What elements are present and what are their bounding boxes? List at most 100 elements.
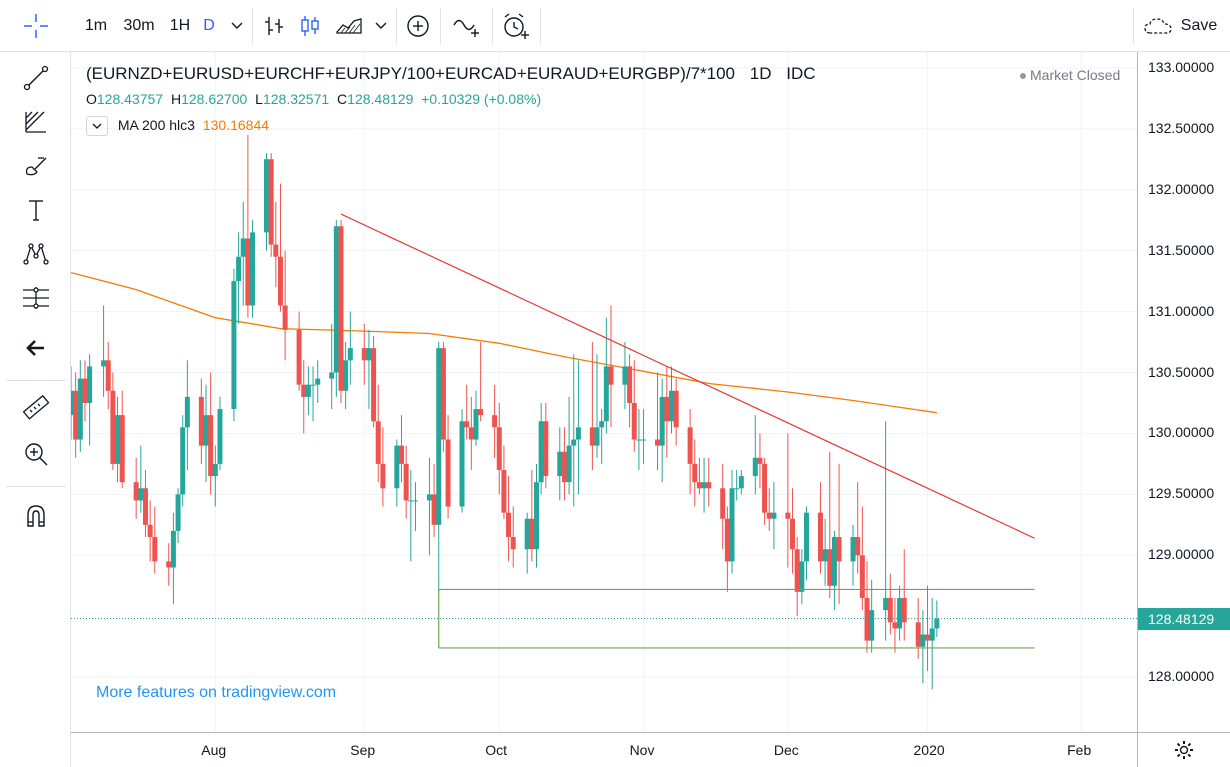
candle-body [170,530,176,568]
pattern-icon[interactable] [14,236,58,272]
time-axis[interactable]: Aug Sep Oct Nov Dec 2020 Feb [71,732,1137,767]
candle [720,463,726,550]
candle-body [817,512,823,562]
candle-body [115,415,121,464]
candle-body [468,427,474,440]
settings-icon[interactable] [1137,732,1230,767]
candle [929,597,935,690]
ma-label: MA 200 hlc3 [117,116,195,133]
alert-icon[interactable] [496,0,536,52]
candle-body [724,518,730,562]
ohlc-values: O128.43757 H128.62700 L128.32571 C128.48… [86,91,541,107]
candle [184,360,190,470]
save-button[interactable]: Save [1140,0,1220,52]
candle [631,360,637,452]
candle-body [361,348,367,361]
candle [380,427,386,507]
price-tick-label: 131.00000 [1148,302,1215,319]
low-label: L [255,91,263,107]
candle-body [301,384,307,397]
chevron-down-icon[interactable] [226,0,248,52]
time-tick-label: Dec [773,742,799,758]
candle-body [869,610,875,641]
magnet-icon[interactable] [14,498,58,534]
candle [641,409,647,464]
candle [934,600,940,637]
fib-icon[interactable] [14,104,58,140]
zoom-in-icon[interactable] [14,436,58,472]
candle [920,610,926,684]
forecast-icon[interactable] [14,280,58,316]
interval-d-active[interactable]: D [203,17,215,34]
symbol-title[interactable]: (EURNZD+EURUSD+EURCHF+EURJPY/100+EURCAD+… [86,64,816,84]
compare-icon[interactable] [446,0,486,52]
text-icon[interactable] [14,192,58,228]
candle-body [133,482,139,501]
candle [529,469,535,562]
candle-body [799,561,805,592]
candle [231,268,237,422]
back-arrow-icon[interactable] [14,330,58,366]
candle [664,366,670,458]
add-indicator-icon[interactable] [400,0,436,52]
candle-body [636,439,642,441]
interval-30m[interactable]: 30m [123,17,155,34]
candle-body [729,488,735,562]
candle [501,445,507,519]
candle [412,482,418,531]
trend-line-icon[interactable] [14,60,58,96]
candle-body [934,618,940,629]
toolbar-divider [540,8,541,44]
candle-body [394,445,400,489]
price-chart[interactable] [71,52,1137,732]
interval-1h[interactable]: 1H [169,17,191,34]
time-tick-label: Oct [485,742,508,758]
ma-legend[interactable]: MA 200 hlc3 130.16844 [86,116,269,136]
candle [105,342,111,410]
candle-body [315,378,321,385]
candle [636,409,642,470]
candle-body [464,421,470,428]
candle [627,354,633,428]
candle-body [859,555,865,598]
price-axis[interactable]: 133.00000 132.50000 132.00000 131.50000 131.… [1137,52,1230,732]
candle-body [110,390,116,464]
watermark-link[interactable]: More features on tradingview.com [96,684,337,701]
time-tick-label: Aug [201,742,227,758]
bar-style-icon[interactable] [258,0,290,52]
brush-icon[interactable] [14,148,58,184]
candle-body [431,494,437,525]
candle [82,360,88,422]
crosshair-icon[interactable] [0,0,71,52]
candle [119,390,125,489]
area-style-icon[interactable] [330,0,368,52]
drawings[interactable] [340,213,1035,649]
candle [752,415,758,495]
candle [594,354,600,458]
candle-body [734,488,740,490]
ruler-icon[interactable] [14,390,58,426]
time-tick-label: Sep [350,742,376,758]
candle-body [831,537,837,586]
candle-style-icon[interactable] [294,0,326,52]
candle-body [534,482,540,550]
candle [440,342,446,452]
candle [236,232,242,324]
candle-body [473,409,479,440]
candle [310,366,316,422]
interval-1m[interactable]: 1m [84,17,108,34]
candle-body [236,256,242,282]
chevron-down-icon[interactable] [86,116,108,136]
candle [208,372,214,495]
candle-body [268,159,274,245]
candle [817,482,823,574]
candle [887,573,893,635]
candle-body [929,628,935,641]
candle-body [142,488,148,525]
candle-body [566,445,572,483]
candle-body [571,439,577,446]
candle [464,384,470,440]
chevron-down-icon[interactable] [370,0,392,52]
candle [338,220,344,403]
candle [170,512,176,605]
